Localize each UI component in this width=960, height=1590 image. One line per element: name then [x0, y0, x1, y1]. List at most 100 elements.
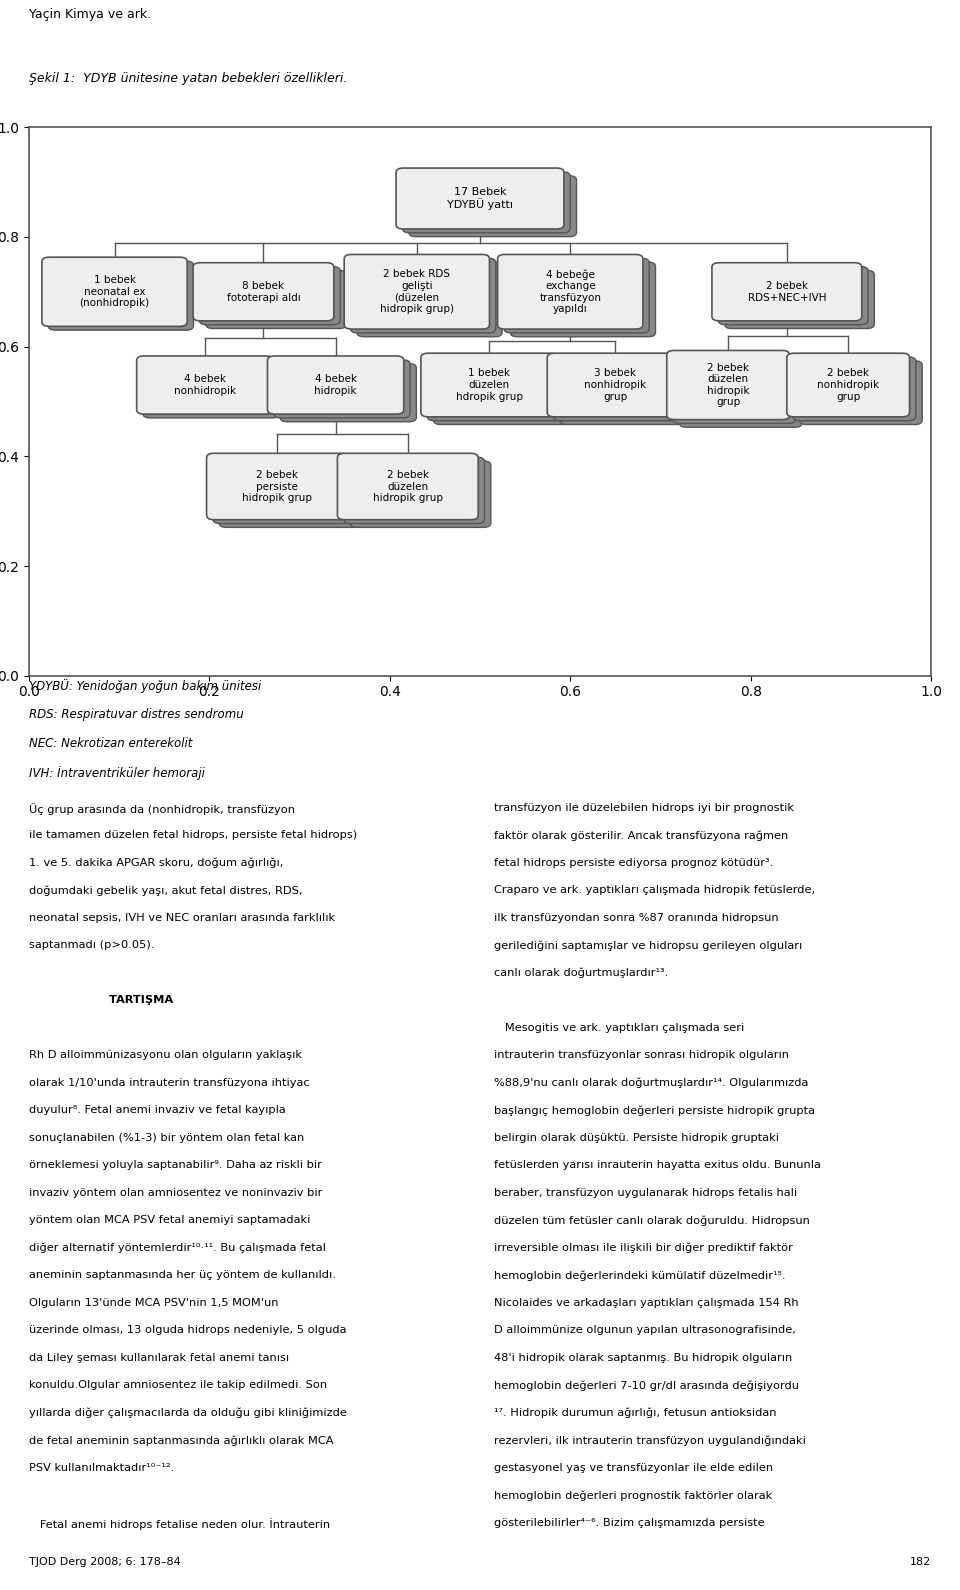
FancyBboxPatch shape	[345, 254, 490, 329]
Text: konuldu.Olgular amniosentez ile takip edilmedi. Son: konuldu.Olgular amniosentez ile takip ed…	[29, 1380, 327, 1390]
Text: canlı olarak doğurtmuşlardır¹³.: canlı olarak doğurtmuşlardır¹³.	[494, 968, 669, 978]
FancyBboxPatch shape	[193, 262, 334, 321]
FancyBboxPatch shape	[280, 364, 417, 421]
FancyBboxPatch shape	[667, 350, 789, 420]
FancyBboxPatch shape	[427, 358, 564, 421]
Text: duyulur⁸. Fetal anemi invaziv ve fetal kayıpla: duyulur⁸. Fetal anemi invaziv ve fetal k…	[29, 1105, 285, 1115]
Text: ¹⁷. Hidropik durumun ağırlığı, fetusun antioksidan: ¹⁷. Hidropik durumun ağırlığı, fetusun a…	[494, 1407, 777, 1418]
FancyBboxPatch shape	[143, 359, 279, 418]
Text: ile tamamen düzelen fetal hidrops, persiste fetal hidrops): ile tamamen düzelen fetal hidrops, persi…	[29, 830, 357, 841]
Text: 4 bebek
nonhidropik: 4 bebek nonhidropik	[174, 374, 236, 396]
FancyBboxPatch shape	[434, 361, 570, 425]
Text: hemoglobin değerleri prognostik faktörler olarak: hemoglobin değerleri prognostik faktörle…	[494, 1490, 773, 1501]
Text: beraber, transfüzyon uygulanarak hidrops fetalis hali: beraber, transfüzyon uygulanarak hidrops…	[494, 1188, 798, 1197]
Text: üzerinde olması, 13 olguda hidrops nedeniyle, 5 olguda: üzerinde olması, 13 olguda hidrops neden…	[29, 1326, 347, 1336]
Text: belirgin olarak düşüktü. Persiste hidropik gruptaki: belirgin olarak düşüktü. Persiste hidrop…	[494, 1132, 780, 1143]
Text: Şekil 1:  YDYB ünitesine yatan bebekleri özellikleri.: Şekil 1: YDYB ünitesine yatan bebekleri …	[29, 72, 348, 84]
Text: hemoglobin değerlerindeki kümülatif düzelmedir¹⁵.: hemoglobin değerlerindeki kümülatif düze…	[494, 1270, 786, 1282]
Text: 4 bebeğe
exchange
transfüzyon
yapıldı: 4 bebeğe exchange transfüzyon yapıldı	[540, 269, 601, 315]
Text: TJOD Derg 2008; 6: 178–84: TJOD Derg 2008; 6: 178–84	[29, 1557, 180, 1568]
Text: diğer alternatif yöntemlerdir¹⁰·¹¹. Bu çalışmada fetal: diğer alternatif yöntemlerdir¹⁰·¹¹. Bu ç…	[29, 1243, 325, 1253]
FancyBboxPatch shape	[337, 453, 478, 520]
Text: 2 bebek RDS
gelişti
(düzelen
hidropik grup): 2 bebek RDS gelişti (düzelen hidropik gr…	[380, 269, 454, 315]
Text: düzelen tüm fetüsler canlı olarak doğuruldu. Hidropsun: düzelen tüm fetüsler canlı olarak doğuru…	[494, 1215, 810, 1226]
Text: örneklemesi yoluyla saptanabilir⁹. Daha az riskli bir: örneklemesi yoluyla saptanabilir⁹. Daha …	[29, 1161, 322, 1170]
FancyBboxPatch shape	[793, 358, 916, 421]
Text: hemoglobin değerleri 7-10 gr/dl arasında değişiyordu: hemoglobin değerleri 7-10 gr/dl arasında…	[494, 1380, 800, 1391]
FancyBboxPatch shape	[409, 176, 577, 237]
Text: başlangıç hemoglobin değerleri persiste hidropik grupta: başlangıç hemoglobin değerleri persiste …	[494, 1105, 815, 1116]
FancyBboxPatch shape	[712, 262, 862, 321]
FancyBboxPatch shape	[396, 169, 564, 229]
Text: invaziv yöntem olan amniosentez ve noninvaziv bir: invaziv yöntem olan amniosentez ve nonin…	[29, 1188, 323, 1197]
Text: IVH: İntraventriküler hemoraji: IVH: İntraventriküler hemoraji	[29, 766, 204, 781]
Text: Craparo ve ark. yaptıkları çalışmada hidropik fetüslerde,: Craparo ve ark. yaptıkları çalışmada hid…	[494, 886, 816, 895]
Text: YDYBÜ: Yenidoğan yoğun bakım ünitesi: YDYBÜ: Yenidoğan yoğun bakım ünitesi	[29, 679, 261, 693]
Text: RDS: Respiratuvar distres sendromu: RDS: Respiratuvar distres sendromu	[29, 708, 244, 722]
Text: 2 bebek
RDS+NEC+IVH: 2 bebek RDS+NEC+IVH	[748, 281, 826, 302]
FancyBboxPatch shape	[268, 356, 404, 413]
Text: Olguların 13'ünde MCA PSV'nin 1,5 MOM'un: Olguların 13'ünde MCA PSV'nin 1,5 MOM'un	[29, 1297, 278, 1309]
Text: gösterilebilirler⁴⁻⁶. Bizim çalışmamızda persiste: gösterilebilirler⁴⁻⁶. Bizim çalışmamızda…	[494, 1518, 765, 1528]
FancyBboxPatch shape	[787, 353, 909, 417]
Text: 182: 182	[910, 1557, 931, 1568]
Text: 8 bebek
fototerapi aldı: 8 bebek fototerapi aldı	[227, 281, 300, 302]
Text: 1 bebek
düzelen
hdropik grup: 1 bebek düzelen hdropik grup	[456, 369, 522, 402]
Text: 17 Bebek
YDYBÜ yattı: 17 Bebek YDYBÜ yattı	[447, 186, 513, 210]
Text: Mesogitis ve ark. yaptıkları çalışmada seri: Mesogitis ve ark. yaptıkları çalışmada s…	[494, 1022, 745, 1034]
FancyBboxPatch shape	[200, 267, 340, 324]
FancyBboxPatch shape	[357, 262, 502, 337]
FancyBboxPatch shape	[274, 359, 410, 418]
Text: 2 bebek
persiste
hidropik grup: 2 bebek persiste hidropik grup	[242, 471, 312, 502]
FancyBboxPatch shape	[219, 461, 360, 528]
Text: fetal hidrops persiste ediyorsa prognoz kötüdür³.: fetal hidrops persiste ediyorsa prognoz …	[494, 859, 774, 868]
FancyBboxPatch shape	[497, 254, 643, 329]
Text: gestasyonel yaş ve transfüzyonlar ile elde edilen: gestasyonel yaş ve transfüzyonlar ile el…	[494, 1463, 774, 1472]
Text: PSV kullanılmaktadır¹⁰⁻¹².: PSV kullanılmaktadır¹⁰⁻¹².	[29, 1463, 174, 1472]
Text: transfüzyon ile düzelebilen hidrops iyi bir prognostik: transfüzyon ile düzelebilen hidrops iyi …	[494, 803, 795, 812]
FancyBboxPatch shape	[48, 261, 194, 331]
FancyBboxPatch shape	[673, 355, 796, 423]
Text: Nicolaides ve arkadaşları yaptıkları çalışmada 154 Rh: Nicolaides ve arkadaşları yaptıkları çal…	[494, 1297, 799, 1309]
FancyBboxPatch shape	[350, 258, 495, 332]
Text: gerilediğini saptamışlar ve hidropsu gerileyen olguları: gerilediğini saptamışlar ve hidropsu ger…	[494, 940, 803, 951]
FancyBboxPatch shape	[680, 358, 803, 428]
Text: 3 bebek
nonhidropik
grup: 3 bebek nonhidropik grup	[585, 369, 646, 402]
Text: olarak 1/10'unda intrauterin transfüzyona ihtiyac: olarak 1/10'unda intrauterin transfüzyon…	[29, 1078, 309, 1088]
Text: irreversible olması ile ilişkili bir diğer prediktif faktör: irreversible olması ile ilişkili bir diğ…	[494, 1243, 793, 1253]
Text: 2 bebek
nonhidropik
grup: 2 bebek nonhidropik grup	[817, 369, 879, 402]
Text: yıllarda diğer çalışmacılarda da olduğu gibi kliniğimizde: yıllarda diğer çalışmacılarda da olduğu …	[29, 1407, 347, 1418]
FancyBboxPatch shape	[554, 358, 690, 421]
Text: 2 bebek
düzelen
hidropik
grup: 2 bebek düzelen hidropik grup	[707, 363, 750, 407]
Text: rezervleri, ilk intrauterin transfüzyon uygulandığındaki: rezervleri, ilk intrauterin transfüzyon …	[494, 1436, 806, 1445]
Text: faktör olarak gösterilir. Ancak transfüzyona rağmen: faktör olarak gösterilir. Ancak transfüz…	[494, 830, 789, 841]
Text: 1 bebek
neonatal ex
(nonhidropik): 1 bebek neonatal ex (nonhidropik)	[80, 275, 150, 308]
Text: TARTIŞMA: TARTIŞMA	[29, 995, 173, 1005]
FancyBboxPatch shape	[136, 356, 273, 413]
FancyBboxPatch shape	[800, 361, 923, 425]
Text: neonatal sepsis, IVH ve NEC oranları arasında farklılık: neonatal sepsis, IVH ve NEC oranları ara…	[29, 913, 335, 922]
Text: 48'i hidropik olarak saptanmış. Bu hidropik olguların: 48'i hidropik olarak saptanmış. Bu hidro…	[494, 1353, 793, 1363]
FancyBboxPatch shape	[206, 453, 348, 520]
FancyBboxPatch shape	[402, 172, 570, 232]
Text: sonuçlanabilen (%1-3) bir yöntem olan fetal kan: sonuçlanabilen (%1-3) bir yöntem olan fe…	[29, 1132, 304, 1143]
FancyBboxPatch shape	[560, 361, 696, 425]
Text: 1. ve 5. dakika APGAR skoru, doğum ağırlığı,: 1. ve 5. dakika APGAR skoru, doğum ağırl…	[29, 859, 283, 868]
FancyBboxPatch shape	[510, 262, 656, 337]
FancyBboxPatch shape	[205, 270, 347, 329]
FancyBboxPatch shape	[547, 353, 684, 417]
FancyBboxPatch shape	[504, 258, 649, 332]
Text: D alloimmünize olgunun yapılan ultrasonografisinde,: D alloimmünize olgunun yapılan ultrasono…	[494, 1326, 796, 1336]
Text: de fetal aneminin saptanmasında ağırlıklı olarak MCA: de fetal aneminin saptanmasında ağırlıkl…	[29, 1436, 333, 1445]
Text: NEC: Nekrotizan enterekolit: NEC: Nekrotizan enterekolit	[29, 738, 192, 750]
FancyBboxPatch shape	[344, 458, 485, 523]
Text: %88,9'nu canlı olarak doğurtmuşlardır¹⁴. Olgularımızda: %88,9'nu canlı olarak doğurtmuşlardır¹⁴.…	[494, 1078, 808, 1089]
FancyBboxPatch shape	[42, 258, 187, 326]
FancyBboxPatch shape	[725, 270, 875, 329]
Text: Üç grup arasında da (nonhidropik, transfüzyon: Üç grup arasında da (nonhidropik, transf…	[29, 803, 295, 814]
Text: 4 bebek
hidropik: 4 bebek hidropik	[314, 374, 357, 396]
Text: ilk transfüzyondan sonra %87 oranında hidropsun: ilk transfüzyondan sonra %87 oranında hi…	[494, 913, 779, 922]
FancyBboxPatch shape	[213, 458, 353, 523]
FancyBboxPatch shape	[420, 353, 557, 417]
Text: Fetal anemi hidrops fetalise neden olur. İntrauterin: Fetal anemi hidrops fetalise neden olur.…	[29, 1518, 330, 1530]
